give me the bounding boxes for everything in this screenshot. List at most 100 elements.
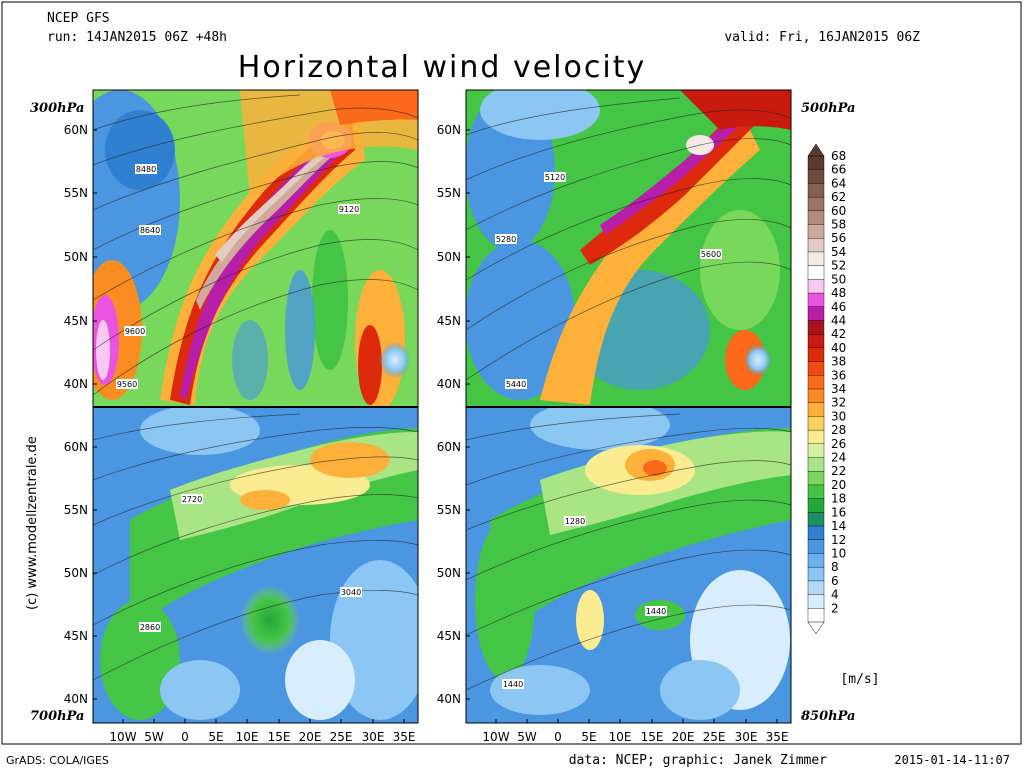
colorbar-tick-label: 16 (831, 505, 846, 519)
colorbar-tick-label: 20 (831, 478, 846, 492)
latitude-axis-labels: 60N 55N 50N 45N 40N 60N 55N 50N 45N 40N 60N 55N 50N 4… (64, 123, 470, 706)
colorbar-swatch (807, 498, 825, 514)
contour-label-box (340, 587, 362, 597)
contour-label-box (135, 164, 157, 174)
colorbar-swatch (807, 224, 825, 239)
contour-label: 9120 (338, 204, 360, 214)
colorbar-tick-label: 40 (831, 341, 846, 355)
longitude-label-right: 20E (672, 730, 695, 744)
colorbar-tick-label: 14 (831, 519, 846, 533)
contour-label: 8480 (135, 164, 157, 174)
contour-label: 8640 (139, 225, 161, 235)
contour-label-box (181, 494, 203, 504)
colorbar-swatch (807, 238, 825, 253)
colorbar-tick-label: 8 (831, 560, 839, 574)
contour-label: 1440 (645, 606, 667, 616)
contour-label-text: 1440 (646, 607, 666, 616)
footer-credit: data: NCEP; graphic: Janek Zimmer (569, 753, 827, 768)
colorbar-swatch (807, 608, 825, 623)
colorbar-tick-label: 36 (831, 368, 846, 382)
contour-label-text: 3040 (341, 588, 361, 597)
colorbar-tick-label: 34 (831, 382, 846, 396)
colorbar-swatch (807, 375, 825, 390)
latitude-label-left: 60N (64, 440, 88, 454)
colorbar-swatch (807, 429, 825, 445)
map-panel-300hpa (93, 90, 418, 407)
latitude-label-right: 45N (437, 314, 461, 328)
contour-label-text: 1280 (565, 517, 585, 526)
contour-label: 5120 (544, 172, 566, 182)
latitude-label-left: 40N (64, 692, 88, 706)
colorbar-tick-label: 22 (831, 464, 846, 478)
map-panel-500hpa (466, 90, 791, 407)
contour-label-text: 2860 (140, 623, 160, 632)
contour-label-box (139, 622, 161, 632)
colorbar-tick-label: 60 (831, 204, 846, 218)
colorbar-swatch (807, 251, 825, 267)
latitude-label-right: 40N (437, 377, 461, 391)
colorbar-top-arrow (807, 143, 825, 157)
colorbar-tick-label: 50 (831, 272, 846, 286)
colorbar-swatch (807, 484, 825, 500)
colorbar-swatch (807, 443, 825, 459)
longitude-label-right: 35E (766, 730, 789, 744)
colorbar-tick-label: 62 (831, 190, 846, 204)
colorbar-tick-label: 66 (831, 163, 846, 177)
run-info: run: 14JAN2015 06Z +48h (47, 30, 227, 45)
colorbar-swatch (807, 594, 825, 609)
colorbar-tick-label: 12 (831, 533, 846, 547)
colorbar-tick-label: 54 (831, 245, 846, 259)
longitude-label-right: 5E (581, 730, 596, 744)
latitude-label-left: 60N (64, 123, 88, 137)
longitude-label-right: 25E (703, 730, 726, 744)
contour-label: 9560 (116, 379, 138, 389)
colorbar-swatch (807, 333, 825, 349)
contour-label-text: 1440 (503, 680, 523, 689)
level-label-700: 700hPa (30, 709, 84, 724)
colorbar-swatch (807, 457, 825, 472)
colorbar-tick-label: 44 (831, 313, 846, 327)
latitude-label-right: 50N (437, 250, 461, 264)
contour-label-text: 5120 (545, 173, 565, 182)
colorbar-tick-label: 4 (831, 588, 839, 602)
colorbar-tick-label: 10 (831, 546, 846, 560)
colorbar-unit: [m/s] (840, 672, 879, 687)
contour-label-box (139, 225, 161, 235)
colorbar-tick-label: 30 (831, 409, 846, 423)
latitude-label-right: 40N (437, 692, 461, 706)
colorbar-swatch (807, 416, 825, 431)
contour-label-box (700, 249, 722, 259)
valid-time: valid: Fri, 16JAN2015 06Z (724, 30, 920, 45)
contour-label-box (124, 326, 146, 336)
longitude-label-right: 30E (735, 730, 758, 744)
colorbar-swatch (807, 183, 825, 198)
latitude-label-left: 45N (64, 314, 88, 328)
latitude-label-right: 45N (437, 629, 461, 643)
colorbar-tick-label: 28 (831, 423, 846, 437)
latitude-label-left: 55N (64, 186, 88, 200)
footer-software: GrADS: COLA/IGES (6, 754, 109, 767)
latitude-label-right: 55N (437, 503, 461, 517)
contour-label: 9600 (124, 326, 146, 336)
colorbar-tick-label: 68 (831, 149, 846, 163)
colorbar-tick-label: 18 (831, 492, 846, 506)
level-label-300: 300hPa (30, 101, 84, 116)
longitude-label-left: 25E (330, 730, 353, 744)
longitude-label-left: 10E (236, 730, 259, 744)
colorbar-swatch (807, 210, 825, 226)
colorbar-tick-label: 64 (831, 176, 846, 190)
colorbar-tick-label: 58 (831, 218, 846, 232)
colorbar-tick-label: 52 (831, 259, 846, 273)
contour-label: 1440 (502, 679, 524, 689)
colorbar-tick-label: 2 (831, 601, 839, 615)
longitude-label-left: 20E (299, 730, 322, 744)
model-source: NCEP GFS (47, 11, 110, 26)
longitude-label-left: 10W (109, 730, 136, 744)
longitude-label-left: 5E (208, 730, 223, 744)
colorbar-swatch (807, 169, 825, 185)
colorbar-swatch (807, 566, 825, 582)
colorbar-tick-label: 38 (831, 355, 846, 369)
copyright-watermark: (c) www.modellzentrale.de (25, 436, 40, 610)
contour-label-text: 8480 (136, 165, 156, 174)
